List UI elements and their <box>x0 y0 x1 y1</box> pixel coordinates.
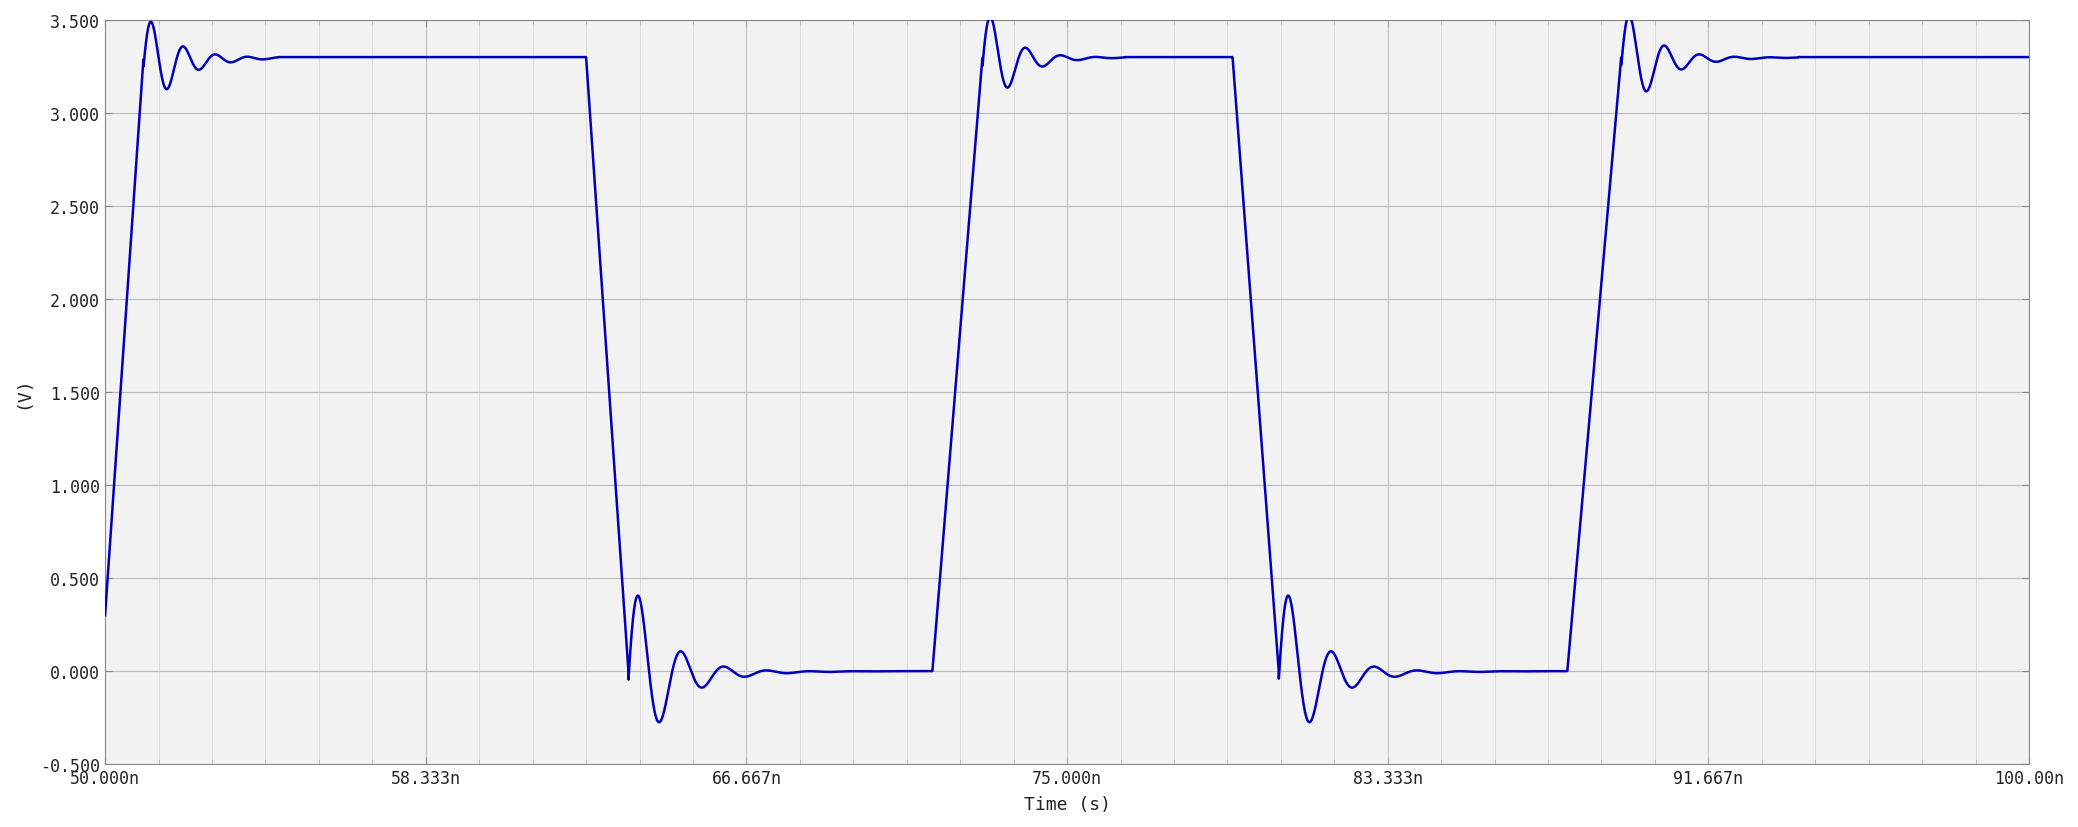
X-axis label: Time (s): Time (s) <box>1024 795 1110 813</box>
Y-axis label: (V): (V) <box>15 376 31 409</box>
